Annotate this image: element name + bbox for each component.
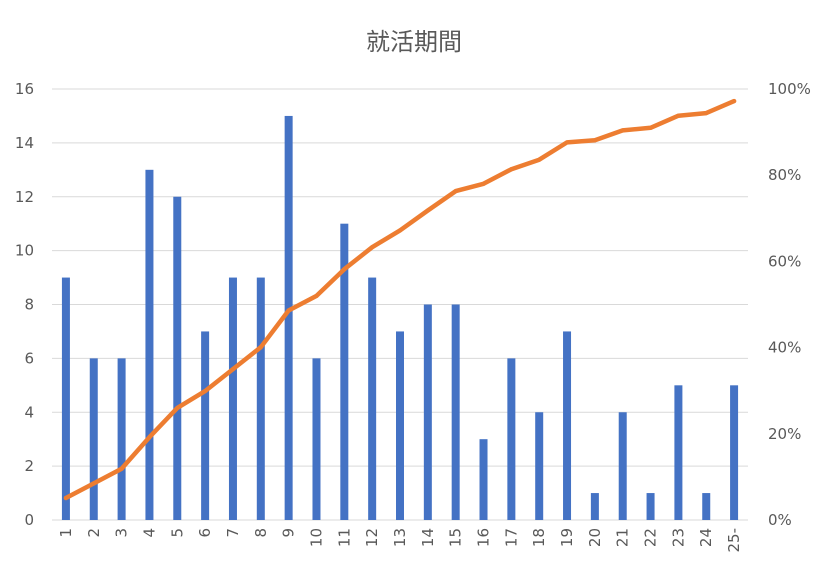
bar xyxy=(646,493,655,520)
bar xyxy=(61,277,70,520)
cumulative-line-series xyxy=(63,98,737,501)
line-point xyxy=(314,293,319,298)
bar xyxy=(479,439,488,520)
line-point xyxy=(565,140,570,145)
bar xyxy=(89,358,98,520)
right-tick-label: 20% xyxy=(768,425,801,443)
bar xyxy=(674,385,683,520)
x-tick-label: 16 xyxy=(475,528,493,547)
line-point xyxy=(425,208,430,213)
x-tick-label: 12 xyxy=(363,528,381,547)
bar-series xyxy=(61,115,739,520)
bar xyxy=(256,277,265,520)
x-axis: 1 2 3 4 5 6 7 8 9 10 11 12 13 14 15 16 17 18 19 20 21 22 23 24 2… xyxy=(57,528,743,553)
chart-title: 就活期間 xyxy=(366,28,462,56)
line-point xyxy=(648,125,653,130)
x-tick-label: 25- xyxy=(725,528,743,553)
line-point xyxy=(230,367,235,372)
right-tick-label: 40% xyxy=(768,339,801,357)
x-tick-label: 14 xyxy=(419,528,437,547)
bar xyxy=(451,304,460,520)
bar xyxy=(535,412,544,520)
bar xyxy=(730,385,739,520)
left-tick-label: 8 xyxy=(24,296,34,314)
x-tick-label: 18 xyxy=(530,528,548,547)
x-tick-label: 8 xyxy=(252,528,270,538)
line-point xyxy=(676,113,681,118)
bar xyxy=(396,331,404,520)
x-tick-label: 7 xyxy=(224,528,242,538)
left-tick-label: 12 xyxy=(15,188,34,206)
x-tick-label: 11 xyxy=(335,528,353,547)
line-point xyxy=(119,466,124,471)
bar xyxy=(702,493,711,520)
line-point xyxy=(509,167,514,172)
bar xyxy=(284,115,293,520)
bar xyxy=(340,223,349,520)
line-point xyxy=(63,496,68,501)
bar xyxy=(117,358,126,520)
right-tick-label: 60% xyxy=(768,252,801,270)
bar xyxy=(563,331,572,520)
x-tick-label: 22 xyxy=(642,528,660,547)
bar xyxy=(368,277,377,520)
x-tick-label: 24 xyxy=(697,528,715,547)
line-point xyxy=(342,267,347,272)
line-point xyxy=(258,345,263,350)
left-tick-label: 2 xyxy=(24,457,34,475)
line-point xyxy=(620,128,625,133)
x-tick-label: 1 xyxy=(57,528,75,538)
left-tick-label: 0 xyxy=(24,511,34,529)
x-tick-label: 9 xyxy=(280,528,298,538)
line-point xyxy=(147,435,152,440)
bar xyxy=(423,304,432,520)
bar xyxy=(312,358,321,520)
line-point xyxy=(91,481,96,486)
bar xyxy=(173,196,182,520)
x-tick-label: 6 xyxy=(196,528,214,538)
right-tick-label: 80% xyxy=(768,166,801,184)
left-y-axis: 0 2 4 6 8 10 12 14 16 xyxy=(15,80,34,529)
x-tick-label: 20 xyxy=(586,528,604,547)
right-y-axis: 0% 20% 40% 60% 80% 100% xyxy=(768,80,811,529)
left-tick-label: 6 xyxy=(24,349,34,367)
bar xyxy=(201,331,210,520)
line-point xyxy=(592,138,597,143)
line-point xyxy=(175,405,180,410)
x-tick-label: 10 xyxy=(307,528,325,547)
line-point xyxy=(398,228,402,233)
line-point xyxy=(732,99,737,104)
line-point xyxy=(537,157,542,162)
left-tick-label: 16 xyxy=(15,80,34,98)
x-tick-label: 13 xyxy=(391,528,409,547)
x-tick-label: 21 xyxy=(614,528,632,547)
right-tick-label: 100% xyxy=(768,80,811,98)
x-tick-label: 15 xyxy=(447,528,465,547)
line-point xyxy=(203,389,208,394)
line-point xyxy=(453,189,458,194)
line-point xyxy=(481,181,486,186)
bar xyxy=(507,358,516,520)
gridlines xyxy=(52,88,748,521)
bar xyxy=(145,169,154,520)
line-point xyxy=(370,245,375,250)
line-point xyxy=(704,111,709,116)
left-tick-label: 4 xyxy=(24,403,34,421)
bar xyxy=(228,277,237,520)
x-tick-label: 19 xyxy=(558,528,576,547)
left-tick-label: 10 xyxy=(15,242,34,260)
x-tick-label: 17 xyxy=(502,528,520,547)
bar xyxy=(590,493,599,520)
bar xyxy=(618,412,627,520)
x-tick-label: 23 xyxy=(669,528,687,547)
left-tick-label: 14 xyxy=(15,134,34,152)
x-tick-label: 4 xyxy=(140,528,158,538)
x-tick-label: 3 xyxy=(113,528,131,538)
line-point xyxy=(286,308,291,313)
x-tick-label: 5 xyxy=(168,528,186,538)
right-tick-label: 0% xyxy=(768,511,792,529)
x-tick-label: 2 xyxy=(85,528,103,538)
